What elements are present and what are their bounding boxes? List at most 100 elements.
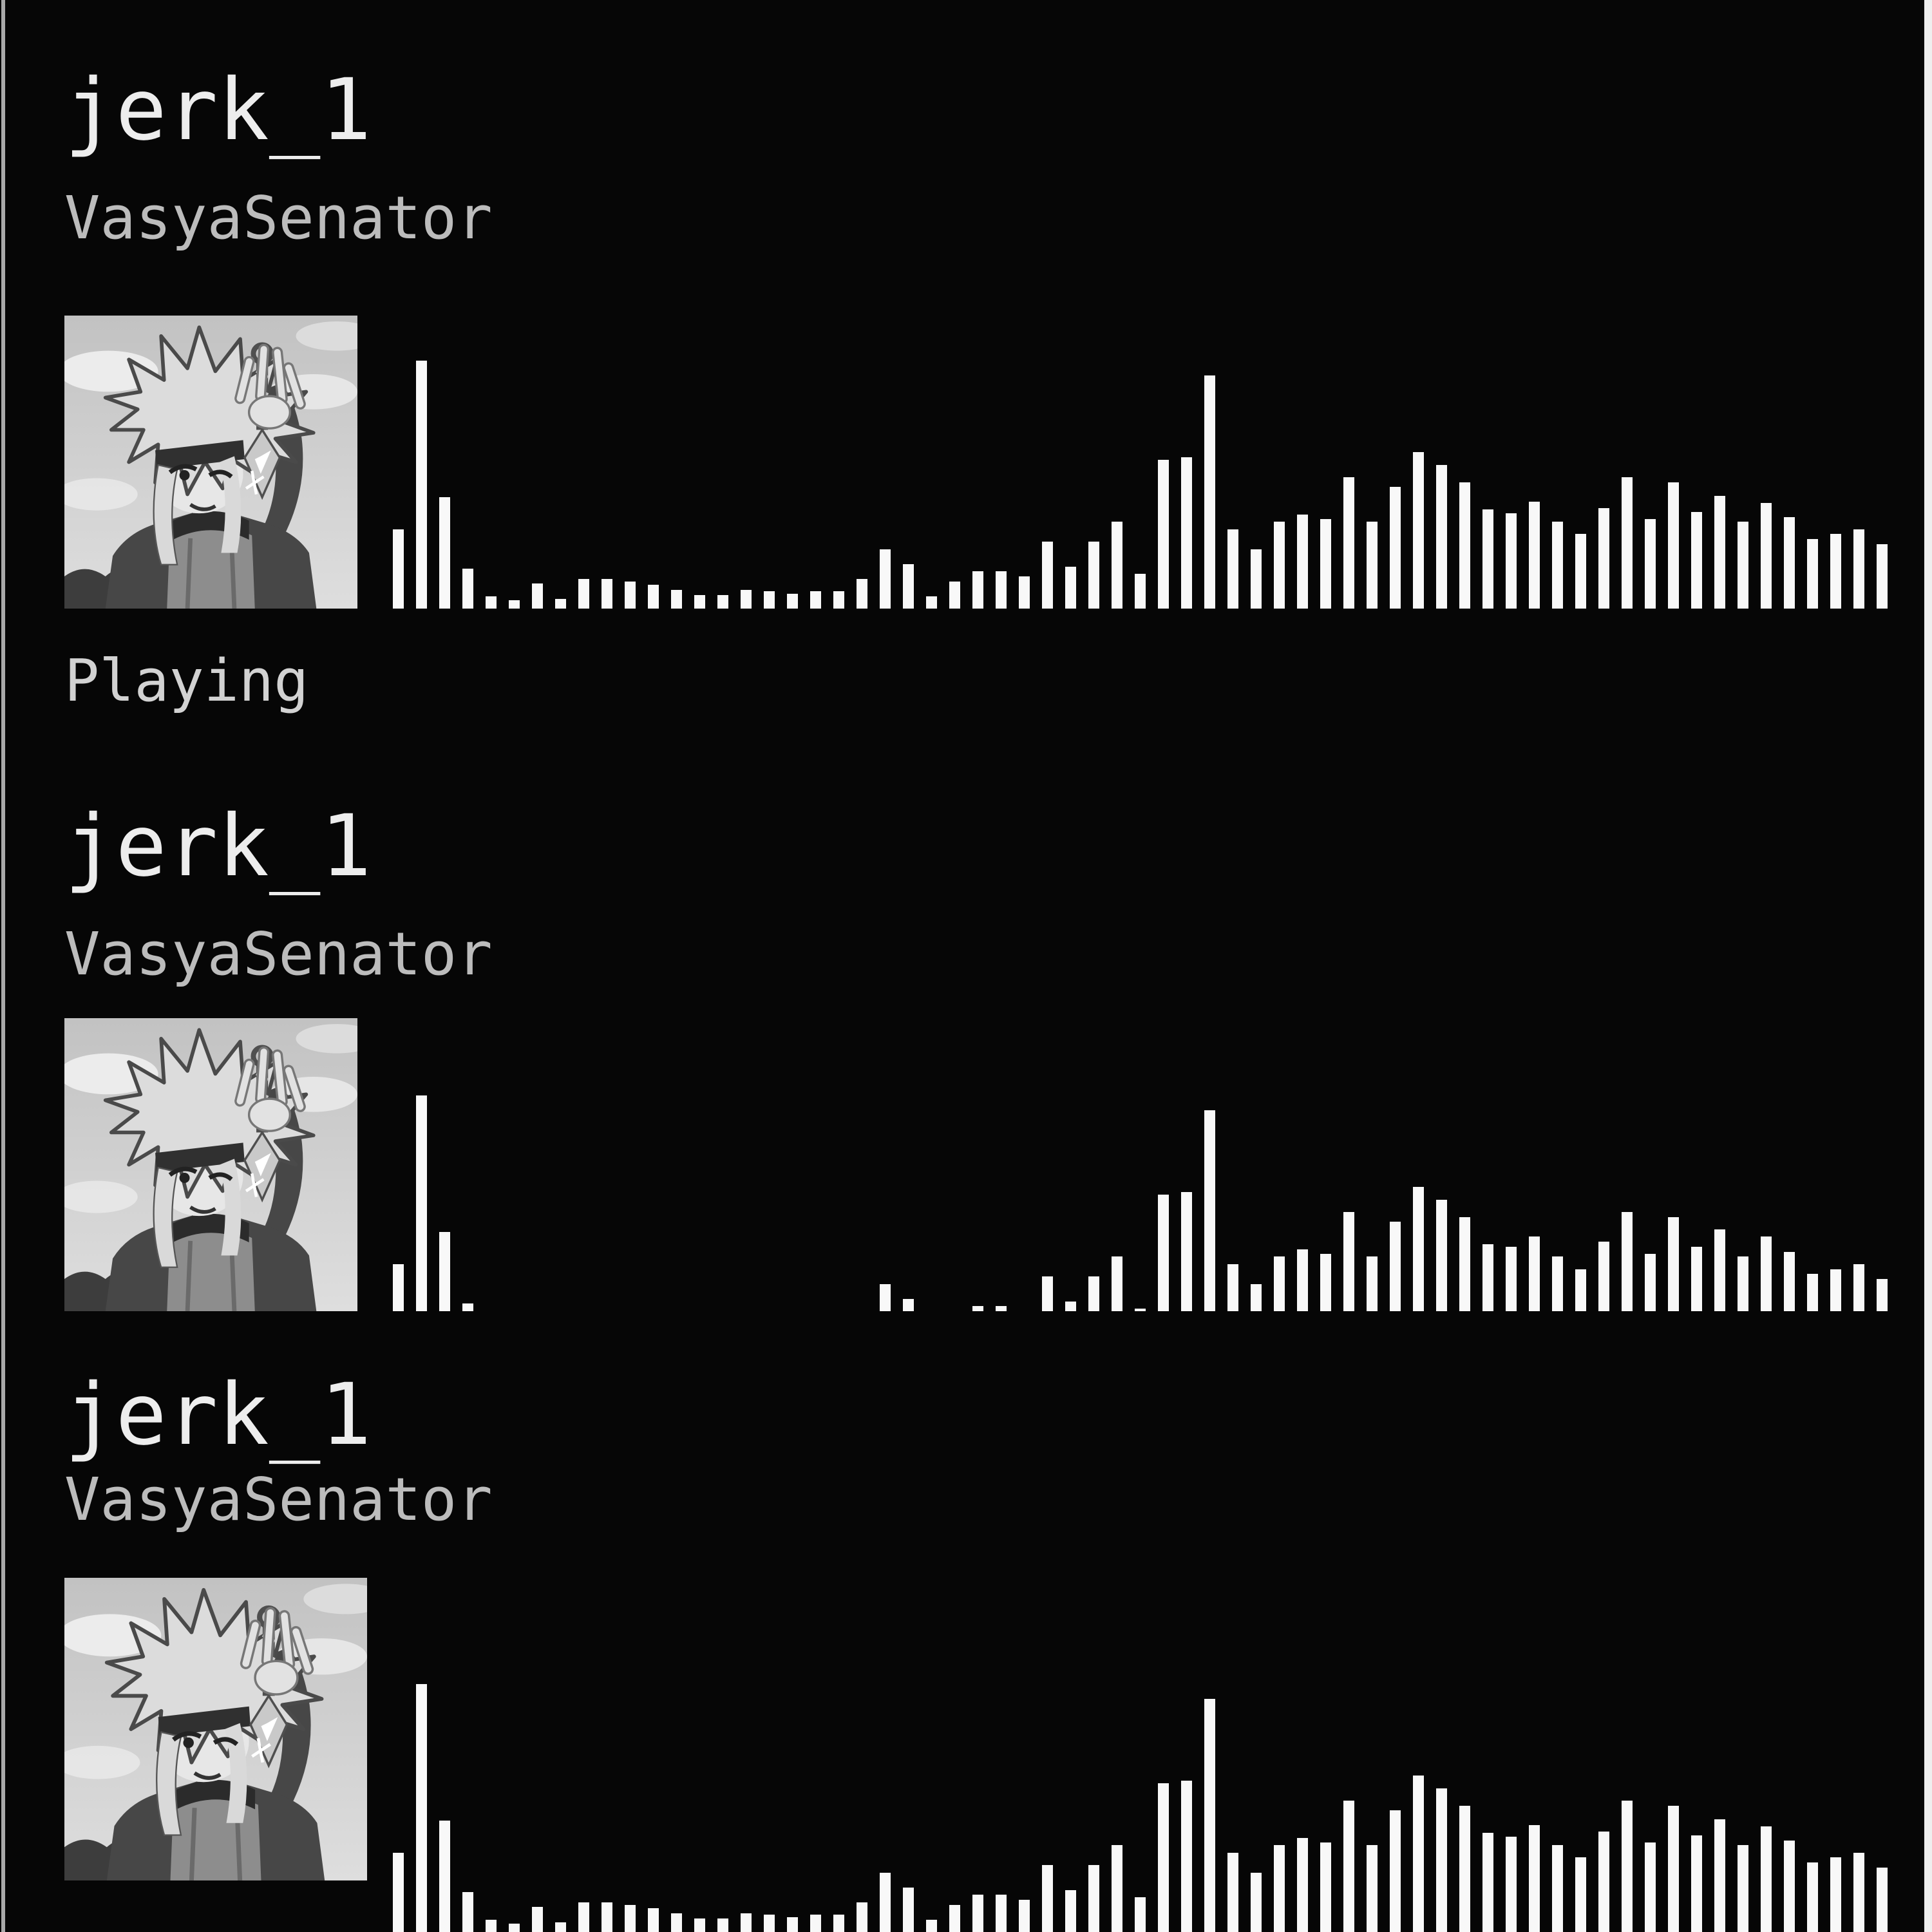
waveform-bar <box>1459 1806 1470 1932</box>
waveform-bar <box>416 1095 427 1311</box>
waveform-bar <box>1135 574 1146 609</box>
waveform-bar <box>1853 1264 1864 1311</box>
waveform-bar <box>764 1915 775 1932</box>
waveform-bar <box>1552 1845 1563 1932</box>
waveform-bar <box>1251 549 1262 609</box>
waveform-bar <box>996 571 1007 609</box>
waveform-bar <box>1274 522 1285 609</box>
waveform-bar <box>787 1917 798 1932</box>
waveform-bar <box>1668 482 1679 609</box>
waveform-bar <box>1877 1868 1888 1932</box>
waveform-bar <box>903 1299 914 1311</box>
waveform-bar <box>1320 1254 1331 1311</box>
waveform-bar <box>1830 534 1841 609</box>
waveform-bar <box>1065 567 1076 609</box>
waveform-bar <box>601 1902 612 1932</box>
waveform-bar <box>648 585 659 609</box>
waveform-bar <box>1761 1236 1772 1311</box>
waveform-bar <box>787 594 798 609</box>
waveform-bar <box>1738 1256 1748 1311</box>
waveform-bar <box>1784 1841 1795 1932</box>
waveform-bar <box>1274 1845 1285 1932</box>
waveform-bar <box>462 569 473 609</box>
track-artist: VasyaSenator <box>64 184 493 252</box>
waveform-bar <box>671 590 682 609</box>
waveform-bar <box>1343 477 1354 609</box>
waveform-bar <box>949 582 960 609</box>
waveform-bar <box>717 1918 728 1932</box>
waveform-bar <box>926 1920 937 1932</box>
waveform-bar <box>509 1924 520 1932</box>
waveform-bar <box>555 1922 566 1932</box>
waveform-bar <box>1807 1862 1818 1932</box>
waveform-bar <box>903 1888 914 1932</box>
waveform-bar <box>1367 1845 1378 1932</box>
waveform-bar <box>1506 513 1517 609</box>
waveform-bar <box>532 583 543 609</box>
waveform-bar <box>880 1873 891 1932</box>
waveform-bar <box>1112 522 1122 609</box>
waveform-bar <box>486 1920 497 1932</box>
waveform-bar <box>393 1264 404 1311</box>
waveform-bar <box>1204 375 1215 609</box>
waveform-bar <box>1251 1873 1262 1932</box>
waveform-bar <box>1668 1806 1679 1932</box>
waveform-bar <box>1506 1837 1517 1932</box>
waveform-bar <box>1714 1819 1725 1932</box>
waveform-bar <box>1158 1783 1169 1932</box>
waveform-bar <box>439 1821 450 1932</box>
waveform-bar <box>671 1913 682 1932</box>
waveform-bar <box>1065 1302 1076 1311</box>
album-art-image <box>64 316 357 609</box>
waveform-bar <box>764 591 775 609</box>
waveform-bar <box>1529 1825 1540 1932</box>
waveform-bar <box>1552 522 1563 609</box>
waveform-bar <box>1204 1699 1215 1932</box>
waveform-seekbar[interactable] <box>393 1681 1900 1932</box>
waveform-bar <box>1691 512 1702 609</box>
waveform-bar <box>1552 1256 1563 1311</box>
waveform-bar <box>578 579 589 609</box>
waveform-bar <box>393 529 404 609</box>
waveform-bar <box>1622 477 1633 609</box>
waveform-bar <box>1227 529 1238 609</box>
waveform-bar <box>1204 1110 1215 1311</box>
waveform-bar <box>1019 576 1030 609</box>
waveform-bar <box>393 1853 404 1932</box>
waveform-bar <box>1529 502 1540 609</box>
waveform-bar <box>996 1895 1007 1932</box>
waveform-bar <box>601 579 612 609</box>
waveform-bar <box>1575 1269 1586 1311</box>
waveform-bar <box>1622 1801 1633 1932</box>
right-scrollbar-border[interactable] <box>1924 0 1932 1932</box>
waveform-bar <box>1738 1845 1748 1932</box>
waveform-bar <box>1135 1897 1146 1932</box>
track-title: jerk_1 <box>64 797 372 896</box>
waveform-bar <box>903 564 914 609</box>
waveform-bar <box>972 1895 983 1932</box>
waveform-bar <box>509 600 520 609</box>
waveform-bar <box>1297 1838 1308 1932</box>
waveform-bar <box>1459 482 1470 609</box>
waveform-bar <box>648 1908 659 1932</box>
waveform-bar <box>1042 542 1053 609</box>
waveform-bar <box>1830 1269 1841 1311</box>
waveform-bar <box>694 1918 705 1932</box>
waveform-bar <box>1691 1247 1702 1311</box>
waveform-bar <box>1112 1256 1122 1311</box>
waveform-bar <box>1830 1857 1841 1932</box>
waveform-bar <box>1691 1835 1702 1932</box>
waveform-bar <box>1506 1247 1517 1311</box>
waveform-bar <box>532 1907 543 1932</box>
waveform-bar <box>1181 1781 1192 1932</box>
waveform-bar <box>462 1892 473 1932</box>
waveform-seekbar[interactable] <box>393 357 1900 609</box>
waveform-seekbar[interactable] <box>393 1060 1900 1311</box>
waveform-bar <box>439 497 450 609</box>
album-art-image <box>64 1018 357 1311</box>
waveform-bar <box>1042 1865 1053 1932</box>
waveform-bar <box>1714 496 1725 609</box>
waveform-bar <box>1019 1900 1030 1932</box>
waveform-bar <box>880 549 891 609</box>
waveform-bar <box>1645 519 1656 609</box>
